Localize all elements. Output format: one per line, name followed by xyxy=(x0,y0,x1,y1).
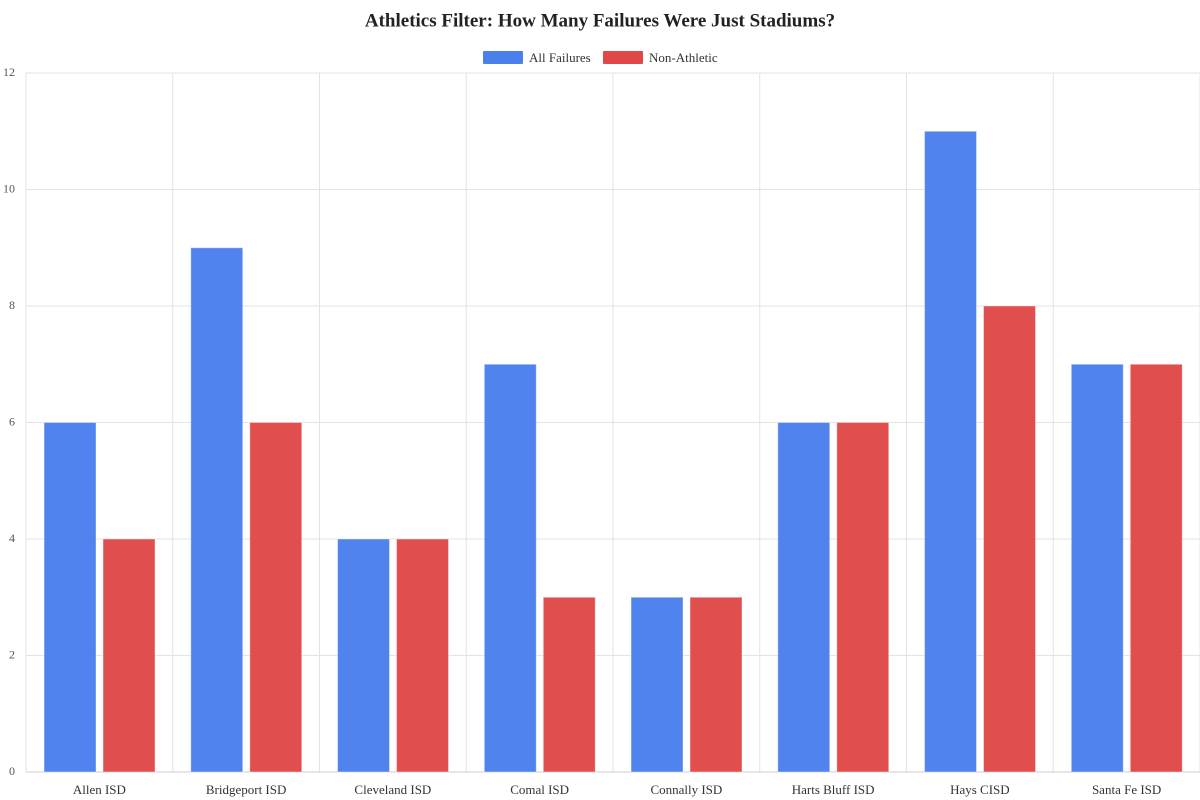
x-tick-label: Allen ISD xyxy=(73,782,126,797)
y-tick-label: 4 xyxy=(9,531,15,545)
bar xyxy=(924,130,977,773)
bar xyxy=(777,422,831,773)
bar xyxy=(337,538,390,773)
bar xyxy=(1129,363,1183,773)
bar xyxy=(630,596,684,773)
y-tick-label: 12 xyxy=(3,65,15,79)
y-tick-label: 2 xyxy=(9,647,15,661)
bar xyxy=(836,422,890,773)
bar xyxy=(102,538,156,773)
legend-label: Non-Athletic xyxy=(649,50,718,65)
y-tick-label: 6 xyxy=(9,414,15,428)
x-tick-label: Comal ISD xyxy=(510,782,569,797)
x-tick-label: Cleveland ISD xyxy=(354,782,431,797)
chart-title: Athletics Filter: How Many Failures Were… xyxy=(365,10,835,31)
bar xyxy=(689,596,743,773)
legend-swatch xyxy=(603,51,643,64)
bar xyxy=(1070,363,1124,773)
bar xyxy=(542,596,596,773)
bar xyxy=(983,305,1036,773)
y-tick-label: 8 xyxy=(9,298,15,312)
bar xyxy=(43,422,97,773)
x-tick-label: Harts Bluff ISD xyxy=(792,782,875,797)
bar xyxy=(249,422,303,773)
legend-swatch xyxy=(483,51,523,64)
x-tick-label: Connally ISD xyxy=(650,782,722,797)
bar xyxy=(483,363,537,773)
y-tick-label: 0 xyxy=(9,764,15,778)
legend-label: All Failures xyxy=(529,50,591,65)
bar xyxy=(396,538,449,773)
x-tick-label: Hays CISD xyxy=(950,782,1010,797)
x-tick-label: Santa Fe ISD xyxy=(1092,782,1161,797)
bar xyxy=(190,247,244,773)
x-tick-label: Bridgeport ISD xyxy=(206,782,287,797)
y-tick-label: 10 xyxy=(3,181,15,195)
